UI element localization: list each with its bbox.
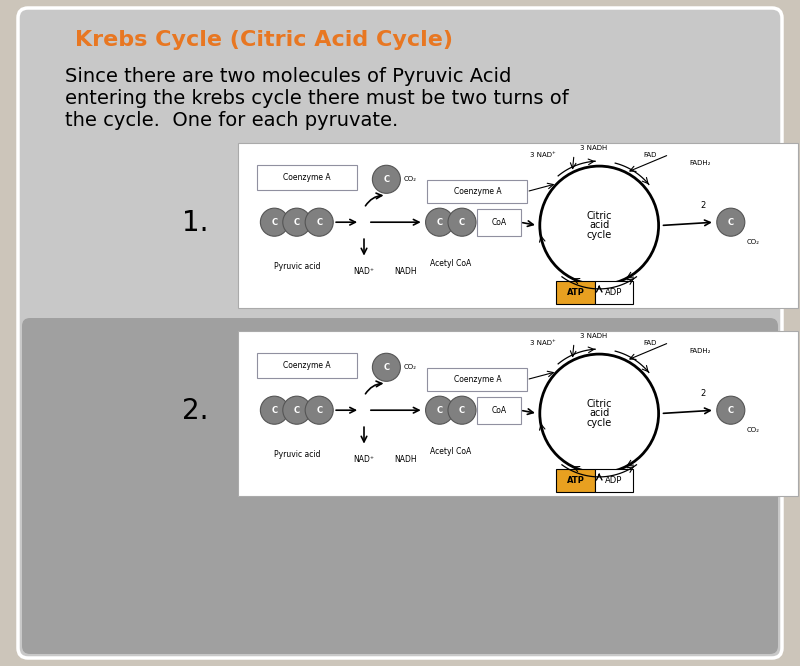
Text: C: C [459,406,465,415]
Text: 2: 2 [700,389,706,398]
Text: Coenzyme A: Coenzyme A [454,187,502,196]
Text: ATP: ATP [566,288,584,297]
Text: C: C [728,406,734,415]
Text: FADH₂: FADH₂ [690,160,710,166]
Text: C: C [271,406,278,415]
Text: entering the krebs cycle there must be two turns of: entering the krebs cycle there must be t… [65,89,569,107]
Text: Pyruvic acid: Pyruvic acid [274,450,320,460]
Text: C: C [316,406,322,415]
Text: Since there are two molecules of Pyruvic Acid: Since there are two molecules of Pyruvic… [65,67,511,85]
Text: cycle: cycle [586,230,612,240]
FancyBboxPatch shape [257,353,357,378]
Text: Acetyl CoA: Acetyl CoA [430,447,471,456]
FancyBboxPatch shape [238,331,798,496]
Text: 3 NADH: 3 NADH [580,333,607,339]
Text: C: C [271,218,278,226]
Text: NADH: NADH [394,267,418,276]
FancyBboxPatch shape [477,209,521,236]
Text: C: C [383,174,390,184]
Circle shape [717,208,745,236]
Text: C: C [459,218,465,226]
Text: Acetyl CoA: Acetyl CoA [430,259,471,268]
Text: Citric: Citric [586,398,612,409]
Circle shape [305,208,334,236]
Text: 3 NAD⁺: 3 NAD⁺ [530,340,556,346]
Text: Coenzyme A: Coenzyme A [454,375,502,384]
Text: CO₂: CO₂ [747,427,760,433]
Circle shape [372,353,401,382]
FancyBboxPatch shape [427,368,527,392]
Circle shape [540,166,658,285]
Text: CO₂: CO₂ [403,176,417,182]
Text: C: C [294,218,300,226]
Text: C: C [437,406,442,415]
Text: ADP: ADP [605,288,622,297]
Circle shape [305,396,334,424]
Text: Pyruvic acid: Pyruvic acid [274,262,320,271]
FancyBboxPatch shape [238,143,798,308]
Circle shape [448,208,476,236]
FancyBboxPatch shape [257,165,357,190]
Text: CO₂: CO₂ [403,364,417,370]
Text: NADH: NADH [394,455,418,464]
Circle shape [260,208,289,236]
FancyBboxPatch shape [427,180,527,203]
Circle shape [426,208,454,236]
Text: NAD⁺: NAD⁺ [354,455,374,464]
Circle shape [282,396,311,424]
Text: Coenzyme A: Coenzyme A [282,361,330,370]
Text: CoA: CoA [491,406,506,415]
Text: 1.: 1. [182,209,208,237]
Text: the cycle.  One for each pyruvate.: the cycle. One for each pyruvate. [65,111,398,129]
Circle shape [540,354,658,473]
Text: C: C [728,218,734,226]
Text: C: C [383,363,390,372]
Text: Krebs Cycle (Citric Acid Cycle): Krebs Cycle (Citric Acid Cycle) [75,30,453,50]
Circle shape [372,165,401,193]
Text: 2: 2 [700,201,706,210]
Circle shape [717,396,745,424]
Text: C: C [316,218,322,226]
Circle shape [448,396,476,424]
Text: C: C [294,406,300,415]
Text: acid: acid [589,408,610,418]
FancyBboxPatch shape [22,318,778,654]
FancyBboxPatch shape [556,469,594,492]
Text: cycle: cycle [586,418,612,428]
Text: FAD: FAD [643,340,656,346]
Circle shape [426,396,454,424]
FancyBboxPatch shape [594,280,633,304]
Text: acid: acid [589,220,610,230]
Text: 3 NAD⁺: 3 NAD⁺ [530,152,556,158]
FancyBboxPatch shape [556,280,594,304]
Text: Coenzyme A: Coenzyme A [282,173,330,182]
FancyBboxPatch shape [594,469,633,492]
Text: Citric: Citric [586,210,612,220]
Text: CO₂: CO₂ [747,239,760,245]
Circle shape [260,396,289,424]
Circle shape [282,208,311,236]
Text: CoA: CoA [491,218,506,226]
Text: FADH₂: FADH₂ [690,348,710,354]
FancyBboxPatch shape [477,397,521,424]
Text: C: C [437,218,442,226]
Text: FAD: FAD [643,152,656,158]
FancyBboxPatch shape [18,8,782,658]
Text: 2.: 2. [182,397,208,425]
Text: 3 NADH: 3 NADH [580,145,607,151]
Text: ATP: ATP [566,476,584,485]
Text: ADP: ADP [605,476,622,485]
Text: NAD⁺: NAD⁺ [354,267,374,276]
